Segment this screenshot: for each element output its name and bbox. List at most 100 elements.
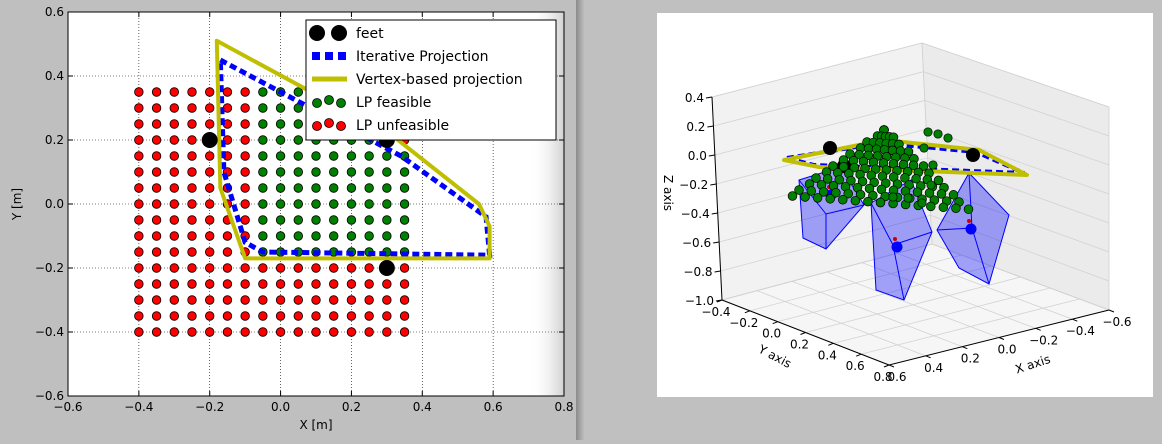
lp-unfeasible-point xyxy=(134,295,144,305)
lp-unfeasible-point xyxy=(382,327,392,337)
lp-unfeasible-point xyxy=(240,87,250,97)
lp-unfeasible-point xyxy=(346,295,357,305)
legend-label-feasible: LP feasible xyxy=(356,95,431,111)
lp-unfeasible-point xyxy=(205,167,215,177)
lp-feasible-point-3d xyxy=(943,133,953,143)
z-tick-label: −0.4 xyxy=(681,207,710,221)
lp-unfeasible-point xyxy=(187,183,197,193)
lp-unfeasible-point xyxy=(364,327,374,337)
legend-label-vertex: Vertex-based projection xyxy=(356,72,523,88)
lp-unfeasible-point xyxy=(134,279,144,289)
lp-unfeasible-point xyxy=(151,263,162,273)
left-figure-panel: −0.6 −0.4 −0.2 0.0 0.2 0.4 0.6 0.8 −0.6 −0.4 −0.2 0… xyxy=(0,0,576,440)
lp-unfeasible-point xyxy=(169,215,179,225)
lp-feasible-point-3d xyxy=(794,185,804,195)
lp-feasible-point xyxy=(293,87,303,97)
lp-feasible-point xyxy=(382,183,392,193)
lp-feasible-point-3d xyxy=(919,143,929,153)
axis-ticks: −0.6 −0.4 −0.2 0.0 0.2 0.4 0.6 0.8 −0.6 −0.4 −0.2 0… xyxy=(35,5,574,414)
foot-marker-3d xyxy=(966,148,980,162)
lp-unfeasible-point xyxy=(205,199,215,209)
lp-unfeasible-point xyxy=(399,311,410,321)
lp-unfeasible-point xyxy=(382,295,392,305)
lp-feasible-point xyxy=(258,119,268,129)
lp-unfeasible-point xyxy=(187,263,197,273)
lp-feasible-point-3d xyxy=(843,188,853,199)
scene-3d xyxy=(782,125,1029,301)
lp-unfeasible-point xyxy=(169,231,179,241)
lp-feasible-point xyxy=(311,231,321,241)
lp-feasible-point-3d xyxy=(825,194,835,204)
lp-unfeasible-point xyxy=(329,295,339,305)
lp-feasible-point xyxy=(399,199,410,209)
lp-feasible-point-3d xyxy=(900,173,910,183)
support-region-3d-chart: 0.40.20.0−0.2−0.4−0.6−0.8−1.0−0.4−0.20.0… xyxy=(657,13,1153,397)
lp-feasible-point xyxy=(258,151,268,161)
lp-unfeasible-point xyxy=(275,327,286,337)
lp-feasible-point xyxy=(258,231,268,241)
lp-unfeasible-point xyxy=(222,295,233,305)
lp-unfeasible-point xyxy=(222,247,233,257)
x-tick-label: −0.6 xyxy=(53,400,82,414)
lp-feasible-point-3d xyxy=(838,162,849,172)
lp-unfeasible-point xyxy=(329,263,339,273)
lp-unfeasible-point xyxy=(134,151,144,161)
y-tick-label-3d: 0.4 xyxy=(818,348,837,362)
lp-feasible-point-3d xyxy=(923,127,933,137)
legend-label-unfeasible: LP unfeasible xyxy=(356,118,449,134)
lp-feasible-point-3d xyxy=(863,196,873,207)
lp-feasible-point-3d xyxy=(846,175,856,186)
lp-feasible-point-3d xyxy=(860,163,870,174)
lp-unfeasible-point xyxy=(222,231,233,241)
lp-feasible-point xyxy=(399,167,410,177)
lp-unfeasible-point xyxy=(134,215,144,225)
z-tick-label: 0.4 xyxy=(685,91,704,105)
lp-unfeasible-point xyxy=(240,279,250,289)
lp-unfeasible-point xyxy=(134,231,144,241)
lp-feasible-point xyxy=(329,167,339,177)
lp-unfeasible-point xyxy=(222,327,233,337)
foot-projection-marker xyxy=(965,223,977,235)
y-tick-label-3d: −0.2 xyxy=(729,316,758,330)
lp-unfeasible-point xyxy=(151,167,162,177)
lp-unfeasible-point xyxy=(311,311,321,321)
lp-feasible-cluster-3d xyxy=(787,125,974,214)
lp-feasible-point-3d xyxy=(938,202,949,213)
lp-unfeasible-point xyxy=(399,263,410,273)
support-region-2d-chart: −0.6 −0.4 −0.2 0.0 0.2 0.4 0.6 0.8 −0.6 −0.4 −0.2 0… xyxy=(10,5,574,432)
x-tick-label: 0.2 xyxy=(342,400,361,414)
lp-unfeasible-point xyxy=(187,295,197,305)
lp-unfeasible-point xyxy=(187,215,197,225)
lp-feasible-point xyxy=(346,167,357,177)
lp-feasible-point-3d xyxy=(854,149,864,160)
lp-feasible-point-3d xyxy=(875,197,886,208)
foot-marker xyxy=(378,260,395,276)
z-tick-label: 0.0 xyxy=(688,149,707,163)
lp-feasible-point xyxy=(382,231,392,241)
lp-feasible-point xyxy=(364,151,374,161)
lp-unfeasible-point xyxy=(187,199,197,209)
lp-feasible-point-3d xyxy=(933,175,944,186)
lp-feasible-point xyxy=(275,215,286,225)
lp-unfeasible-point xyxy=(187,167,197,177)
x-tick-label-3d: 0.6 xyxy=(887,370,906,384)
lp-feasible-point xyxy=(382,215,392,225)
lp-feasible-point xyxy=(329,199,339,209)
lp-feasible-point xyxy=(382,167,392,177)
lp-unfeasible-point xyxy=(205,151,215,161)
lp-unfeasible-point xyxy=(205,87,215,97)
lp-feasible-point-3d xyxy=(855,189,866,200)
legend-entry-feet: feet xyxy=(309,25,384,42)
lp-feasible-point xyxy=(293,183,303,193)
lp-unfeasible-point xyxy=(293,263,303,273)
lp-unfeasible-point xyxy=(205,247,215,257)
lp-unfeasible-point xyxy=(240,295,250,305)
lp-feasible-point-3d xyxy=(933,129,943,139)
legend-entry-vertex: Vertex-based projection xyxy=(312,72,523,88)
vertex-projection-polygon xyxy=(214,38,492,261)
legend: feet Iterative Projection Vertex-based p… xyxy=(305,19,557,141)
foot-projection-marker xyxy=(891,241,903,253)
lp-feasible-point xyxy=(293,119,303,129)
lp-feasible-point xyxy=(293,167,303,177)
lp-unfeasible-point xyxy=(169,135,179,145)
